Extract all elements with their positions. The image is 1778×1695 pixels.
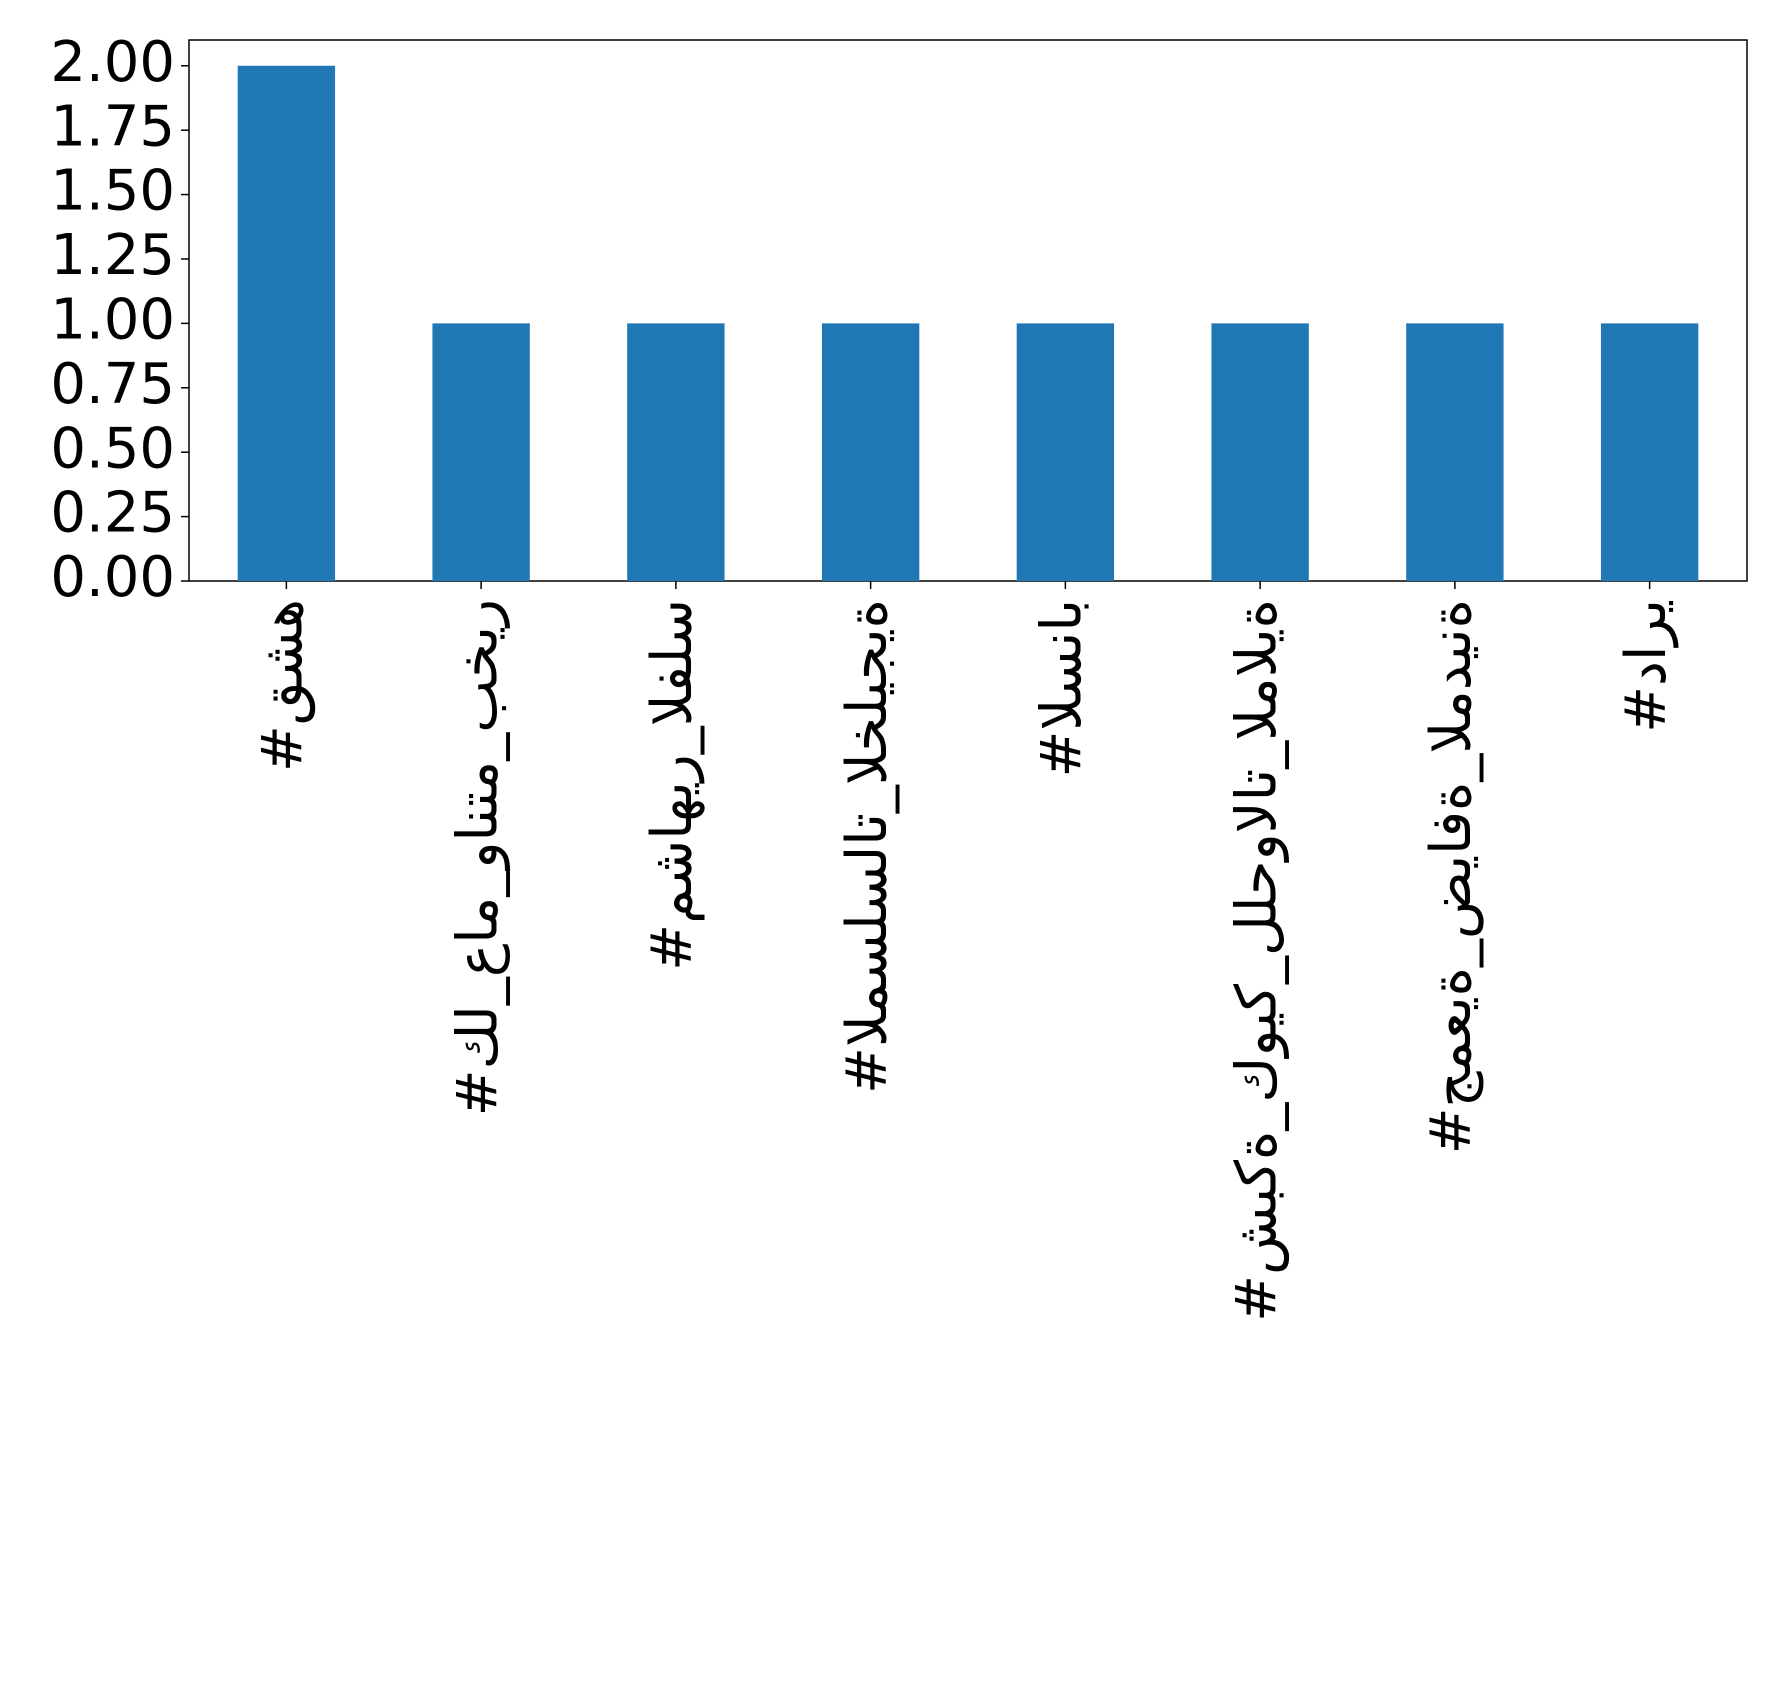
- bar: [237, 65, 336, 581]
- x-tick-label: #داري: [1614, 599, 1679, 733]
- bar: [1211, 323, 1309, 581]
- bar: [1016, 323, 1115, 581]
- y-tick-label: 1.50: [50, 159, 175, 224]
- x-tick-label: #كل_عام_وانتم_بخير: [445, 599, 510, 1116]
- bar: [1406, 323, 1504, 581]
- bar: [821, 323, 920, 581]
- y-tick-label: 1.00: [50, 288, 175, 353]
- y-tick-label: 1.25: [50, 223, 175, 288]
- y-tick-label: 0.75: [50, 352, 175, 417]
- x-tick-label: #المسلسلات_الخليجية: [835, 599, 900, 1094]
- x-tick-label: #قشه: [251, 599, 316, 772]
- y-tick-label: 0.25: [50, 481, 175, 546]
- y-tick-label: 1.75: [50, 94, 175, 159]
- x-tick-label: #شبكة_كويك_للحوالات_المالية: [1224, 599, 1289, 1322]
- x-tick-label: #مشاهير_الفلس: [640, 599, 705, 971]
- y-tick-label: 0.50: [50, 416, 175, 481]
- x-tick-label: #السناب: [1030, 599, 1095, 778]
- bar: [432, 323, 530, 581]
- y-tick-label: 2.00: [50, 30, 175, 95]
- x-tick-label: #جمعية_ضيافة_المدينة: [1419, 599, 1484, 1154]
- bar: [1600, 323, 1699, 581]
- y-tick-label: 0.00: [50, 545, 175, 610]
- bar: [627, 323, 725, 581]
- axes-frame: [188, 39, 1748, 582]
